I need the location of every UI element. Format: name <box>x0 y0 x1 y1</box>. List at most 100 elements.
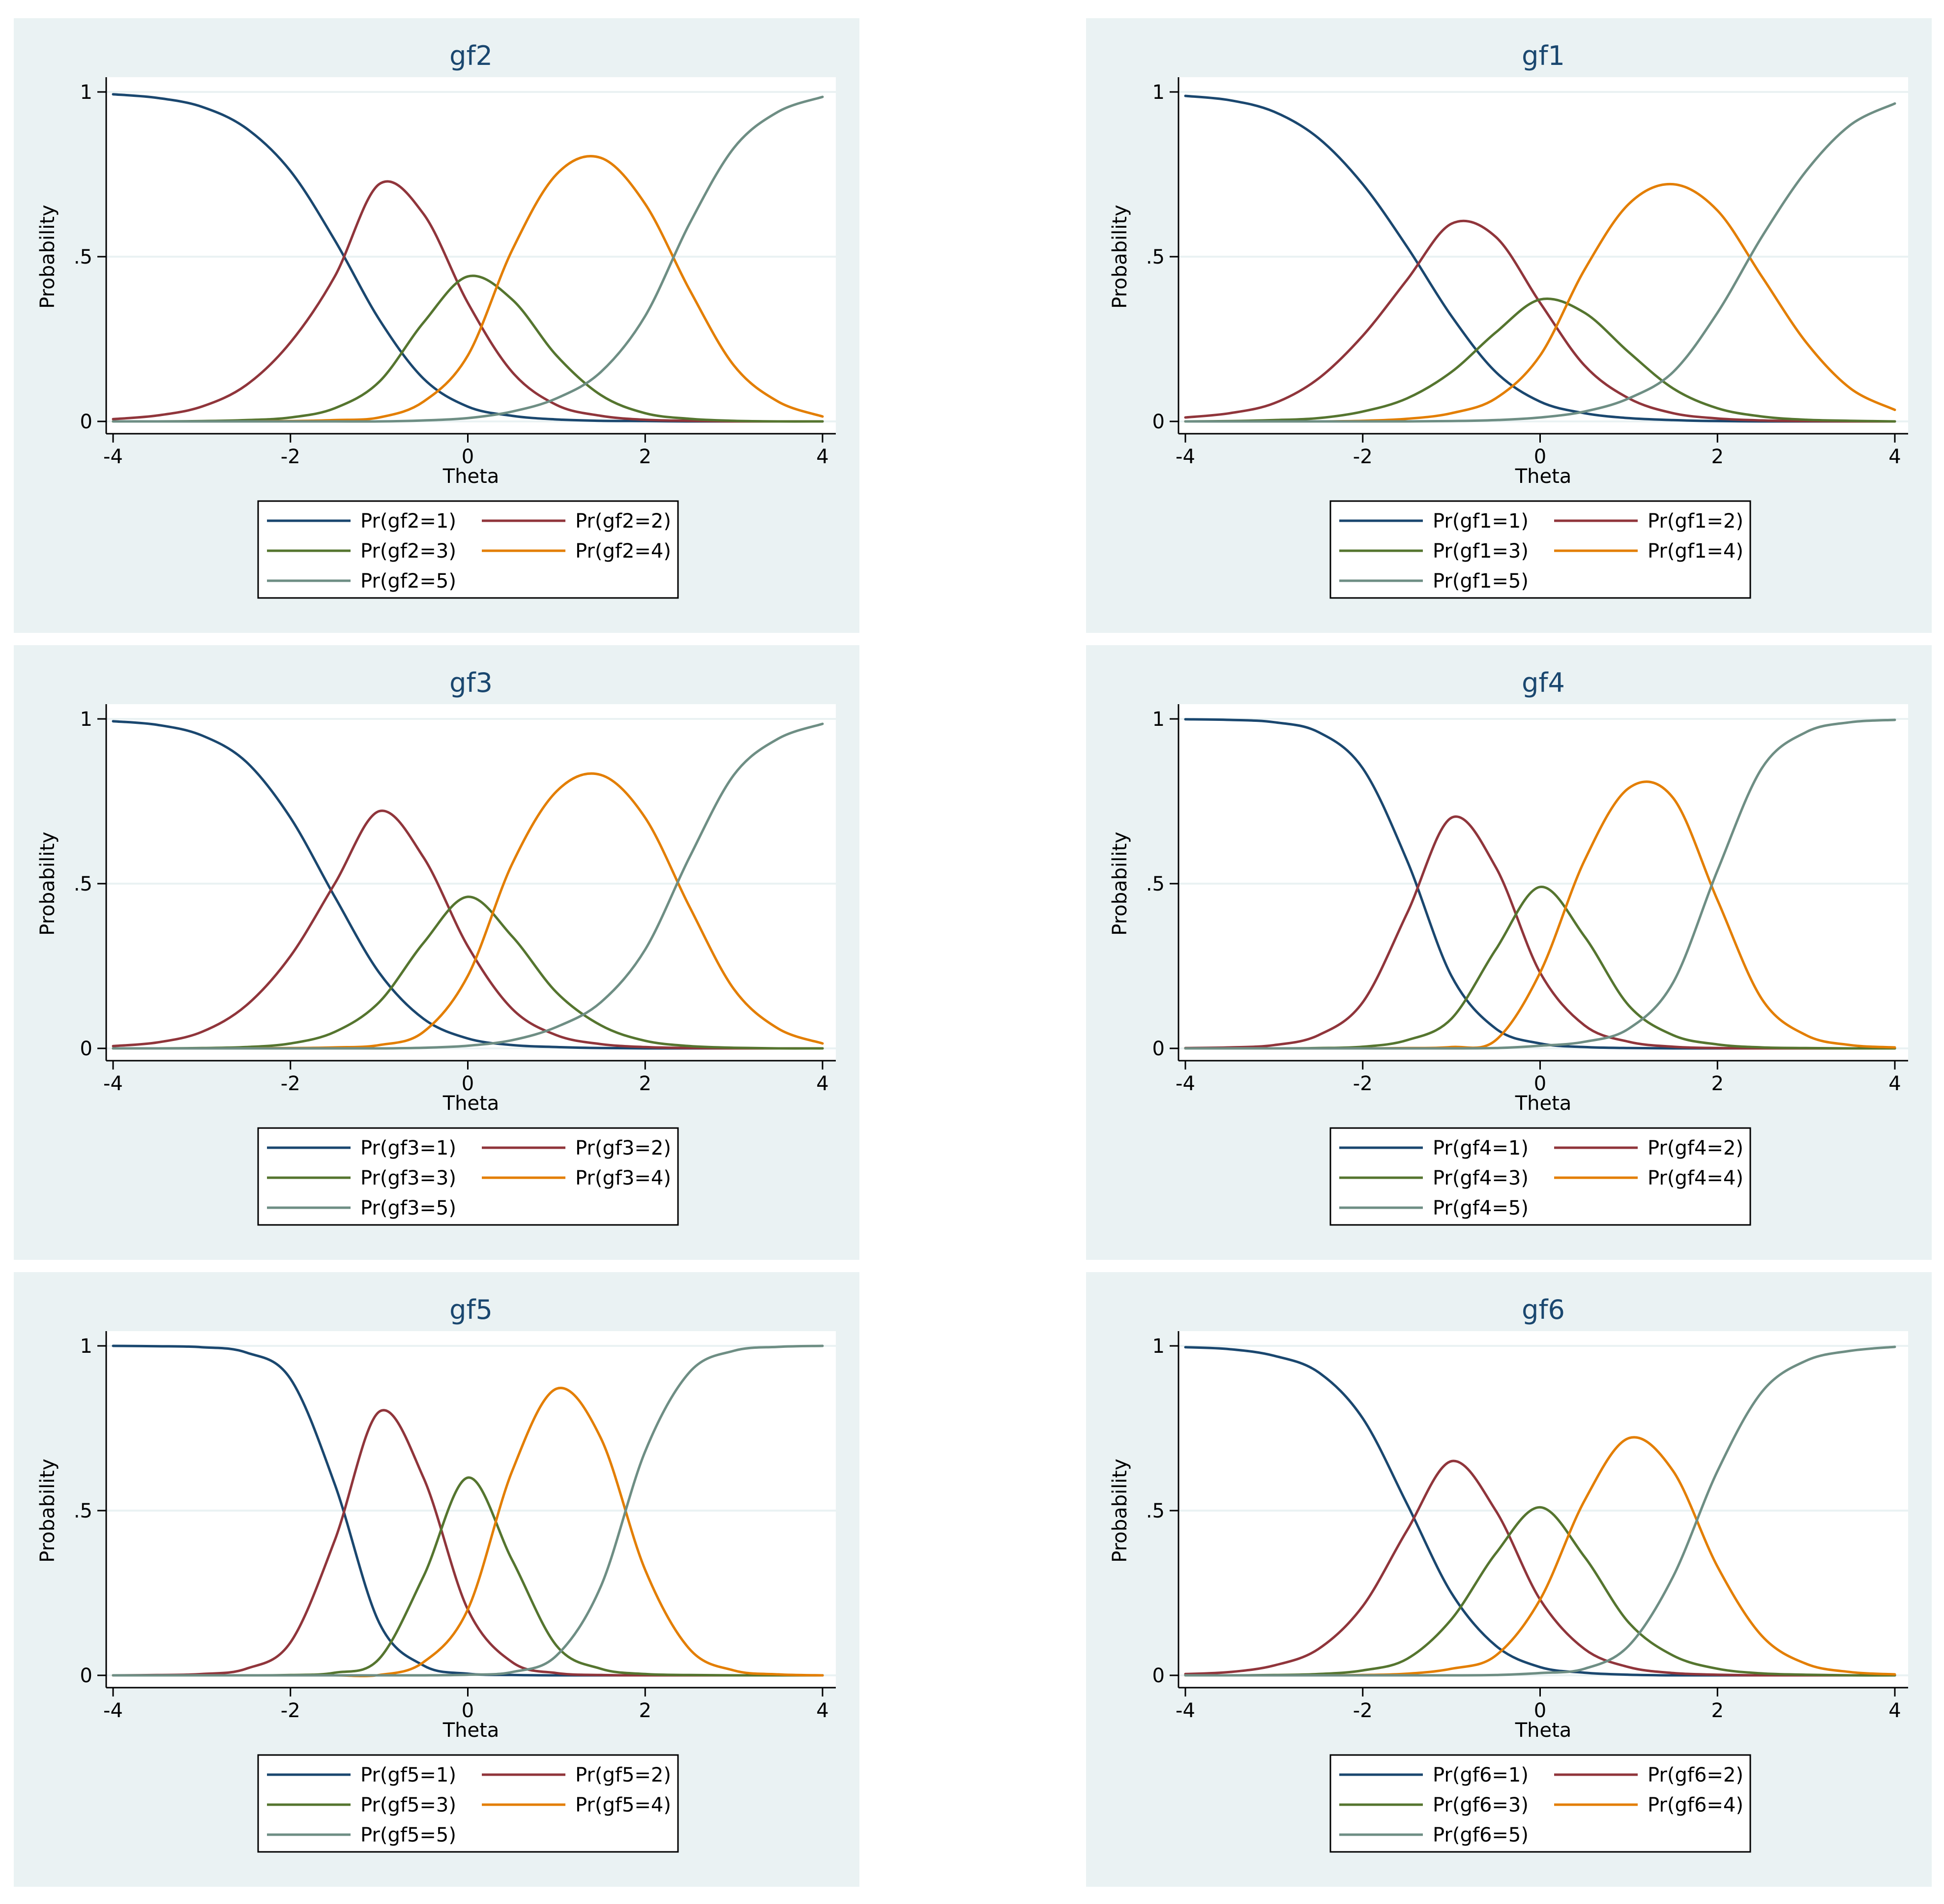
chart-title: gf2 <box>449 40 493 71</box>
legend-label: Pr(gf4=4) <box>1648 1167 1743 1190</box>
x-tick-label: 0 <box>1534 1699 1546 1722</box>
legend-label: Pr(gf5=2) <box>575 1764 671 1786</box>
legend-label: Pr(gf4=2) <box>1648 1137 1743 1160</box>
series-line <box>112 180 824 423</box>
chart-title: gf4 <box>1522 667 1565 698</box>
x-tick-label: -4 <box>103 1072 123 1095</box>
legend-label: Pr(gf6=4) <box>1648 1794 1743 1816</box>
x-tick-label: 0 <box>1534 1072 1546 1095</box>
plot-area <box>1178 704 1908 1061</box>
x-tick-label: -4 <box>1176 1072 1195 1095</box>
y-tick-label: 1 <box>80 1335 92 1358</box>
chart-title: gf3 <box>449 667 493 698</box>
x-tick-label: 2 <box>1711 1699 1724 1722</box>
series-line <box>1184 1345 1896 1677</box>
x-tick-label: 4 <box>1888 1699 1901 1722</box>
x-tick-label: 4 <box>1888 1072 1901 1095</box>
x-tick-label: 2 <box>639 446 651 468</box>
plot-area <box>106 1331 836 1688</box>
plot-area <box>1178 77 1908 434</box>
y-tick-label: .5 <box>1146 873 1165 895</box>
x-tick-label: 0 <box>462 1699 474 1722</box>
y-axis-label: Probability <box>36 832 59 935</box>
chart-panel-gf1: gf1 -4 -2 0 2 4 0 .5 1 Theta Probability Pr(gf1=1) P… <box>1086 18 1932 633</box>
legend-label: Pr(gf1=4) <box>1648 540 1743 563</box>
chart-panel-gf3: gf3 -4 -2 0 2 4 0 .5 1 Theta Probability Pr(gf3=1) P… <box>14 645 859 1260</box>
legend-label: Pr(gf3=4) <box>575 1167 671 1190</box>
x-axis-label: Theta <box>442 1719 500 1742</box>
y-tick-label: 1 <box>80 81 92 104</box>
x-tick-label: -4 <box>1176 446 1195 468</box>
legend-label: Pr(gf5=3) <box>360 1794 456 1816</box>
x-tick-label: -4 <box>103 446 123 468</box>
x-axis-label: Theta <box>442 1092 500 1115</box>
legend-label: Pr(gf3=5) <box>360 1197 456 1220</box>
plot-area <box>106 77 836 434</box>
series-line <box>1184 1459 1896 1677</box>
x-tick-label: -2 <box>281 1072 300 1095</box>
x-axis-label: Theta <box>1515 1719 1572 1742</box>
x-tick-label: 2 <box>1711 446 1724 468</box>
y-tick-label: 1 <box>1152 708 1165 731</box>
legend-label: Pr(gf1=1) <box>1433 510 1529 533</box>
plot-area <box>1178 1331 1908 1688</box>
x-tick-label: 2 <box>639 1072 651 1095</box>
x-tick-label: 2 <box>639 1699 651 1722</box>
y-tick-label: 0 <box>80 1038 92 1060</box>
y-axis-label: Probability <box>1109 832 1131 935</box>
y-tick-label: 0 <box>1152 1665 1165 1687</box>
series-line <box>112 809 824 1050</box>
chart-title: gf6 <box>1522 1294 1565 1325</box>
y-axis-label: Probability <box>1109 205 1131 308</box>
x-tick-label: 4 <box>816 446 828 468</box>
legend-label: Pr(gf2=1) <box>360 510 456 533</box>
y-tick-label: 1 <box>1152 81 1165 104</box>
x-tick-label: 0 <box>462 446 474 468</box>
x-tick-label: -2 <box>1353 446 1373 468</box>
series-line <box>112 722 824 1050</box>
x-tick-label: 4 <box>1888 446 1901 468</box>
series-line <box>112 1344 824 1677</box>
x-axis-label: Theta <box>1515 1092 1572 1115</box>
y-axis-label: Probability <box>1109 1458 1131 1562</box>
chart-panel-gf6: gf6 -4 -2 0 2 4 0 .5 1 Theta Probability Pr(gf6=1) P… <box>1086 1272 1932 1887</box>
y-tick-label: 1 <box>1152 1335 1165 1358</box>
y-tick-label: .5 <box>74 1500 92 1522</box>
x-tick-label: -2 <box>1353 1699 1373 1722</box>
legend-label: Pr(gf4=5) <box>1433 1197 1529 1220</box>
x-tick-label: -4 <box>1176 1699 1195 1722</box>
legend-label: Pr(gf5=1) <box>360 1764 456 1786</box>
x-tick-label: 4 <box>816 1699 828 1722</box>
y-tick-label: 1 <box>80 708 92 731</box>
x-axis-label: Theta <box>1515 465 1572 488</box>
y-axis-label: Probability <box>36 1458 59 1562</box>
chart-title: gf5 <box>449 1294 493 1325</box>
legend-label: Pr(gf2=5) <box>360 570 456 593</box>
legend-label: Pr(gf1=5) <box>1433 570 1529 593</box>
legend-label: Pr(gf5=5) <box>360 1824 456 1846</box>
x-tick-label: -4 <box>103 1699 123 1722</box>
legend-label: Pr(gf3=3) <box>360 1167 456 1190</box>
y-tick-label: .5 <box>1146 1500 1165 1522</box>
legend-label: Pr(gf4=3) <box>1433 1167 1529 1190</box>
legend-label: Pr(gf1=2) <box>1648 510 1743 533</box>
y-tick-label: 0 <box>80 1665 92 1687</box>
legend-label: Pr(gf3=1) <box>360 1137 456 1160</box>
series-line <box>1184 718 1896 1050</box>
chart-title: gf1 <box>1522 40 1565 71</box>
chart-panel-gf5: gf5 -4 -2 0 2 4 0 .5 1 Theta Probability Pr(gf5=1) P… <box>14 1272 859 1887</box>
series-line <box>1184 298 1896 423</box>
series-line <box>112 95 824 423</box>
legend-label: Pr(gf6=1) <box>1433 1764 1529 1786</box>
y-tick-label: .5 <box>1146 246 1165 268</box>
x-tick-label: 2 <box>1711 1072 1724 1095</box>
legend-label: Pr(gf4=1) <box>1433 1137 1529 1160</box>
series-line <box>1184 219 1896 423</box>
x-tick-label: -2 <box>281 446 300 468</box>
legend-label: Pr(gf6=2) <box>1648 1764 1743 1786</box>
legend-label: Pr(gf1=3) <box>1433 540 1529 563</box>
chart-panel-gf2: gf2 -4 -2 0 2 4 0 .5 1 Theta Probability Pr(gf2=1) P… <box>14 18 859 633</box>
y-tick-label: 0 <box>1152 1038 1165 1060</box>
x-tick-label: 4 <box>816 1072 828 1095</box>
